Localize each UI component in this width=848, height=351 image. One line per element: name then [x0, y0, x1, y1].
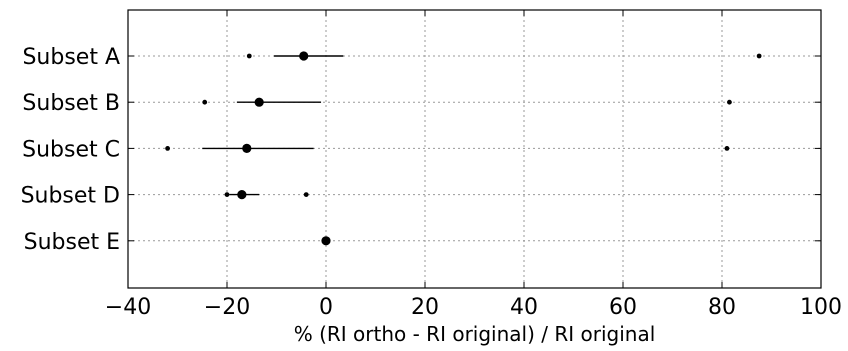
- x-tick-label: 80: [708, 295, 736, 320]
- outlier-point: [727, 99, 732, 105]
- mean-marker: [299, 51, 309, 61]
- x-axis-tick-labels: −40 −20 0 20 40 60 80 100: [105, 295, 842, 320]
- y-category-label: Subset C: [22, 137, 120, 162]
- x-tick-label: −20: [204, 295, 250, 320]
- mean-marker: [321, 236, 331, 246]
- mean-marker: [242, 143, 252, 153]
- x-tick-label: 100: [800, 295, 842, 320]
- y-axis-labels: Subset A Subset B Subset C Subset D Subset E: [21, 45, 120, 255]
- mean-marker: [254, 97, 264, 107]
- data-marks: [165, 51, 762, 246]
- plot-frame: [127, 9, 822, 289]
- outlier-point: [165, 146, 171, 151]
- x-tick-label: 60: [609, 295, 637, 320]
- outlier-point: [303, 192, 309, 198]
- x-tick-label: −40: [105, 295, 151, 320]
- y-category-label: Subset E: [24, 230, 120, 255]
- outlier-point: [202, 99, 208, 105]
- mean-marker: [237, 190, 247, 200]
- outlier-point: [246, 53, 252, 59]
- y-category-label: Subset A: [22, 45, 120, 70]
- y-category-label: Subset B: [22, 91, 120, 116]
- outlier-point: [724, 146, 730, 151]
- y-category-label: Subset D: [21, 184, 120, 209]
- x-tick-label: 20: [411, 295, 439, 320]
- outlier-point: [756, 53, 762, 59]
- x-tick-label: 0: [319, 295, 333, 320]
- x-axis-title: % (RI ortho - RI original) / RI original: [294, 322, 656, 346]
- outlier-point: [224, 192, 230, 198]
- x-tick-label: 40: [510, 295, 538, 320]
